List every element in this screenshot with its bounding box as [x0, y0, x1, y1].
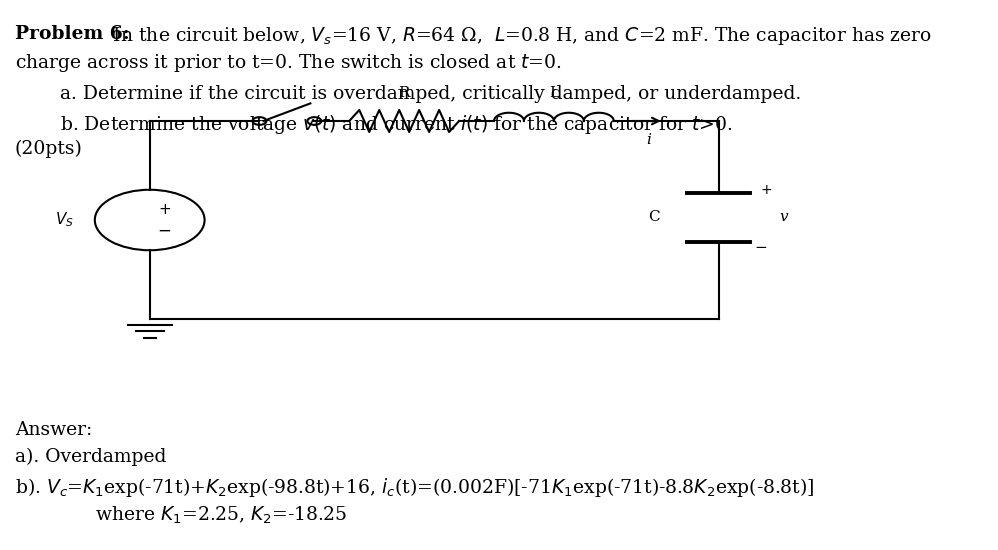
- Text: In the circuit below, $V_s$=16 V, $R$=64 Ω,  $L$=0.8 H, and $C$=2 mF. The capaci: In the circuit below, $V_s$=16 V, $R$=64…: [107, 25, 932, 47]
- Text: Answer:: Answer:: [15, 421, 92, 439]
- Text: C: C: [648, 210, 660, 224]
- Text: Problem 6:: Problem 6:: [15, 25, 130, 43]
- Text: a). Overdamped: a). Overdamped: [15, 448, 167, 466]
- Text: b). $V_c$=$K_1$exp(-71t)+$K_2$exp(-98.8t)+16, $i_c$(t)=(0.002F)[-71$K_1$exp(-71t: b). $V_c$=$K_1$exp(-71t)+$K_2$exp(-98.8t…: [15, 476, 814, 499]
- Text: (20pts): (20pts): [15, 140, 83, 158]
- Text: −: −: [754, 240, 766, 255]
- Text: a. Determine if the circuit is overdamped, critically damped, or underdamped.: a. Determine if the circuit is overdampe…: [60, 85, 801, 103]
- Text: v: v: [779, 210, 787, 224]
- Text: +: +: [159, 201, 171, 217]
- Text: i: i: [647, 133, 651, 147]
- Text: +: +: [760, 183, 772, 197]
- Text: where $K_1$=2.25, $K_2$=-18.25: where $K_1$=2.25, $K_2$=-18.25: [95, 505, 347, 526]
- Text: $V_S$: $V_S$: [56, 211, 74, 229]
- Text: charge across it prior to t=0. The switch is closed at $t$=0.: charge across it prior to t=0. The switc…: [15, 52, 562, 74]
- Text: R: R: [398, 86, 410, 100]
- Text: L: L: [549, 86, 559, 100]
- Text: b. Determine the voltage $v(t)$ and current $i(t)$ for the capacitor for $t$>0.: b. Determine the voltage $v(t)$ and curr…: [60, 113, 733, 136]
- Text: −: −: [158, 222, 172, 240]
